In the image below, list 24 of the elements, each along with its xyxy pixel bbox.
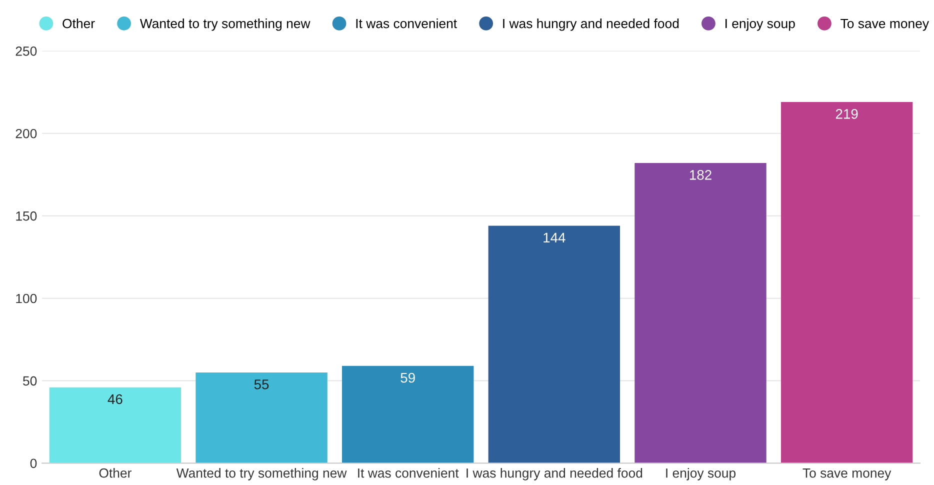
legend-label: Other: [62, 18, 95, 28]
legend-label: Wanted to try something new: [140, 18, 310, 31]
legend-label: To save money: [840, 18, 930, 31]
y-tick-label: 250: [16, 46, 37, 56]
y-tick-label: 100: [16, 294, 37, 304]
y-tick-label: 0: [30, 458, 37, 468]
data-label: 46: [108, 394, 122, 404]
x-tick-label: To save money: [802, 468, 892, 480]
y-tick-label: 200: [16, 128, 37, 138]
data-label: 219: [836, 109, 858, 119]
data-label: 55: [254, 380, 269, 390]
data-label: 59: [400, 372, 415, 383]
x-tick-label: I enjoy soup: [666, 468, 736, 480]
y-tick-label: 150: [16, 211, 37, 221]
data-label: 144: [544, 232, 566, 242]
y-tick-label: 50: [23, 376, 37, 386]
legend-label: I was hungry and needed food: [503, 18, 679, 31]
data-label: 182: [690, 170, 712, 180]
legend-label: I enjoy soup: [726, 18, 795, 31]
legend-label: It was convenient: [356, 18, 457, 28]
x-tick-label: It was convenient: [358, 468, 459, 478]
x-tick-label: Other: [99, 468, 132, 478]
x-tick-label: Wanted to try something new: [176, 468, 347, 480]
x-tick-label: I was hungry and needed food: [466, 468, 642, 480]
